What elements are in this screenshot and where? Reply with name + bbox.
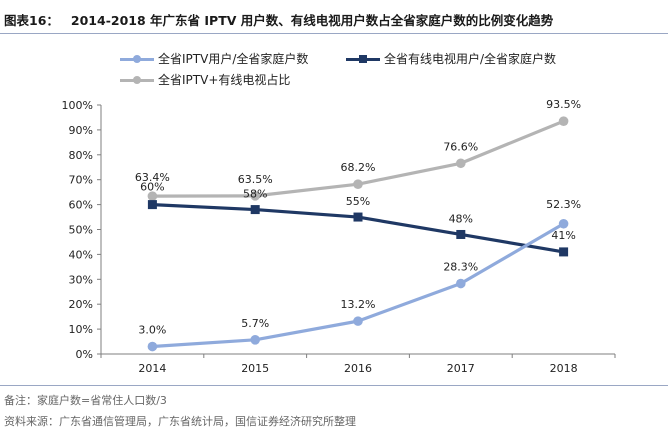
footnote: 备注：家庭户数=省常住人口数/3 bbox=[4, 394, 167, 407]
data-label: 93.5% bbox=[546, 98, 581, 111]
data-label: 28.3% bbox=[443, 261, 478, 274]
y-tick-label: 60% bbox=[69, 199, 93, 212]
legend-label-combined: 全省IPTV+有线电视占比 bbox=[158, 73, 291, 87]
data-point bbox=[353, 316, 363, 326]
legend-item-cable: 全省有线电视用户/全省家庭户数 bbox=[346, 50, 556, 67]
y-tick-label: 90% bbox=[69, 124, 93, 137]
data-label: 48% bbox=[449, 212, 473, 225]
figure-label: 图表16： bbox=[4, 13, 59, 28]
data-point bbox=[456, 278, 466, 289]
data-label: 41% bbox=[551, 229, 575, 242]
figure-title: 2014-2018 年广东省 IPTV 用户数、有线电视用户数占全省家庭户数的比… bbox=[70, 13, 554, 28]
data-label: 60% bbox=[140, 181, 164, 194]
data-label: 3.0% bbox=[138, 324, 166, 337]
legend-label-iptv: 全省IPTV用户/全省家庭户数 bbox=[158, 52, 309, 66]
data-point bbox=[559, 247, 569, 257]
data-point bbox=[147, 341, 158, 352]
data-point bbox=[456, 158, 466, 169]
data-point bbox=[456, 229, 466, 239]
data-point bbox=[353, 212, 363, 222]
y-tick-label: 50% bbox=[69, 224, 93, 237]
data-label: 55% bbox=[346, 195, 370, 208]
data-label: 68.2% bbox=[341, 161, 376, 174]
data-point bbox=[147, 191, 158, 201]
y-tick-label: 0% bbox=[76, 348, 93, 361]
y-tick-label: 30% bbox=[69, 273, 93, 286]
x-tick-label: 2017 bbox=[447, 362, 475, 375]
legend-item-iptv: 全省IPTV用户/全省家庭户数 bbox=[120, 50, 308, 67]
legend-swatch-cable bbox=[346, 53, 380, 65]
data-label: 58% bbox=[243, 188, 267, 201]
legend-swatch-iptv bbox=[120, 53, 154, 65]
data-point bbox=[250, 335, 260, 345]
data-point bbox=[558, 218, 569, 229]
y-tick-label: 20% bbox=[69, 298, 93, 311]
y-tick-label: 80% bbox=[69, 149, 93, 162]
legend-item-combined: 全省IPTV+有线电视占比 bbox=[120, 71, 290, 88]
data-label: 52.3% bbox=[546, 198, 581, 211]
y-tick-label: 40% bbox=[69, 248, 93, 261]
source-note: 资料来源：广东省通信管理局，广东省统计局，国信证券经济研究所整理 bbox=[4, 415, 356, 428]
legend-label-cable: 全省有线电视用户/全省家庭户数 bbox=[384, 52, 557, 66]
x-tick-label: 2014 bbox=[138, 362, 166, 375]
x-tick-label: 2018 bbox=[550, 362, 578, 375]
chart-legend: 全省IPTV用户/全省家庭户数 全省有线电视用户/全省家庭户数 全省IPTV+有… bbox=[0, 0, 668, 100]
title-divider bbox=[0, 33, 668, 34]
x-tick-label: 2016 bbox=[344, 362, 372, 375]
series-line bbox=[150, 203, 566, 254]
data-point bbox=[147, 200, 157, 210]
x-tick-label: 2015 bbox=[241, 362, 269, 375]
data-label: 5.7% bbox=[241, 317, 269, 330]
y-tick-label: 100% bbox=[62, 99, 93, 112]
footer-divider bbox=[0, 385, 668, 386]
y-tick-label: 10% bbox=[69, 323, 93, 336]
data-label: 13.2% bbox=[341, 298, 376, 311]
data-point bbox=[250, 191, 260, 201]
data-label: 63.4% bbox=[135, 171, 170, 184]
legend-swatch-combined bbox=[120, 74, 154, 86]
data-label: 63.5% bbox=[238, 173, 273, 186]
chart-title-bar: 图表16： 2014-2018 年广东省 IPTV 用户数、有线电视用户数占全省家… bbox=[4, 10, 664, 29]
data-point bbox=[250, 205, 260, 215]
y-tick-label: 70% bbox=[69, 174, 93, 187]
data-point bbox=[353, 179, 363, 189]
data-label: 76.6% bbox=[443, 140, 478, 153]
data-point bbox=[558, 116, 569, 126]
